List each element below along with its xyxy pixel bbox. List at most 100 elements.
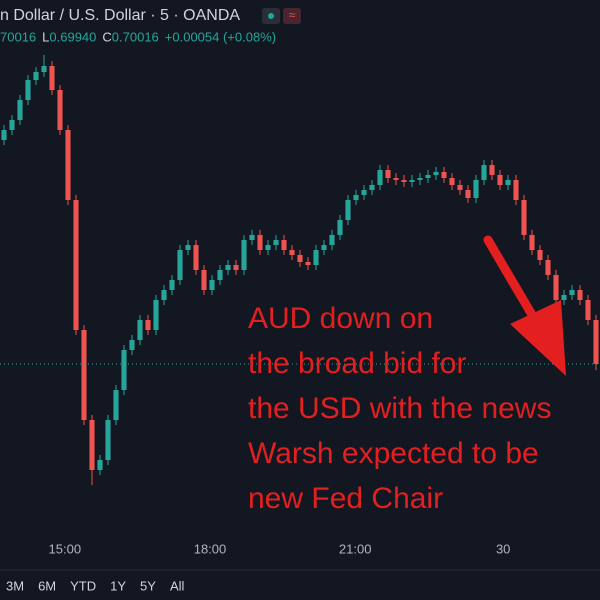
range-button[interactable]: All [170,578,185,593]
candle-body [545,260,551,275]
candle-body [193,245,199,270]
candle [393,173,399,185]
candle-body [177,250,183,280]
candle-body [33,72,39,80]
candle [209,275,215,295]
candle-body [65,130,71,200]
range-button[interactable]: 3M [6,578,24,593]
candle-body [9,120,15,130]
candle [217,265,223,285]
plot-area: 15:00 18:00 21:00 30 [0,55,600,556]
candle-body [89,420,95,470]
candle-body [137,320,143,340]
quote-value: 0.69940 [49,29,96,44]
candle [385,165,391,183]
candle-body [561,295,567,300]
candle-body [481,165,487,180]
candle [321,240,327,255]
annotation-line: new Fed Chair [248,482,443,515]
candle [457,180,463,195]
candle [137,315,143,345]
candle-body [249,235,255,240]
candle-body [385,170,391,178]
candle [201,265,207,295]
candle-body [289,250,295,255]
arrow [483,235,566,376]
candle-body [297,255,303,262]
candle-body [1,130,7,140]
candle [289,245,295,260]
candle-body [369,185,375,190]
candle [441,167,447,183]
candle-body [57,90,63,130]
candle [401,175,407,187]
candle-body [345,200,351,220]
range-button[interactable]: 5Y [140,578,156,593]
candle-body [321,245,327,250]
candle [1,125,7,145]
candle [505,175,511,190]
x-tick-label: 18:00 [194,541,227,556]
candle-body [257,235,263,250]
candle-body [569,290,575,295]
candle [257,230,263,255]
candle-body [17,100,23,120]
x-tick-label: 21:00 [339,541,372,556]
candle-body [425,175,431,178]
candle-body [305,262,311,265]
range-button[interactable]: 1Y [110,578,126,593]
range-button[interactable]: 6M [38,578,56,593]
candle [185,240,191,255]
candle-body [537,250,543,260]
candle [297,250,303,267]
candle-body [113,390,119,420]
candle-body [393,178,399,180]
candle [537,245,543,265]
candle [249,230,255,245]
candle [49,61,55,95]
candle [177,245,183,285]
candle [473,175,479,203]
candle [585,295,591,325]
candle-body [489,165,495,175]
candle [577,285,583,305]
arrow-head [510,300,566,376]
candle-body [593,320,599,364]
candle-body [521,200,527,235]
range-button[interactable]: YTD [70,578,96,593]
candle [281,235,287,255]
x-tick-label: 30 [496,541,510,556]
candle [81,325,87,425]
candle-body [73,200,79,330]
candle [73,195,79,335]
candle-body [201,270,207,290]
candle-body [225,265,231,270]
candle [25,75,31,105]
candle [481,160,487,185]
candle [169,275,175,295]
candle [145,315,151,335]
candle [97,455,103,475]
candle-body [313,250,319,265]
annotation-line: Warsh expected to be [248,437,539,470]
candle [353,190,359,205]
candle [497,170,503,190]
candle-body [41,66,47,72]
candle [465,185,471,203]
candle [513,175,519,205]
candle-body [577,290,583,300]
status-wave: ≈ [289,8,296,22]
candle-body [233,265,239,270]
candle-body [337,220,343,235]
candle [57,85,63,135]
candle-body [145,320,151,330]
candle [313,245,319,270]
candle [449,173,455,190]
candle-body [441,172,447,178]
candle [305,257,311,270]
candle-body [433,172,439,175]
candle [33,67,39,85]
candle-body [329,235,335,245]
